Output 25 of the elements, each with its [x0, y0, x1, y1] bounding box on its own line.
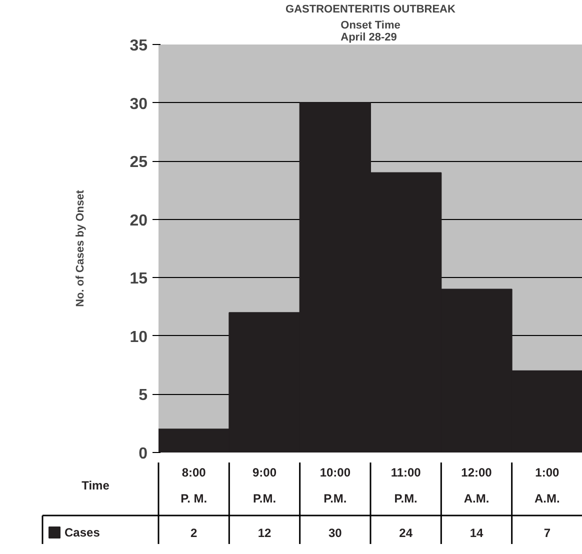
y-tick-label: 10	[130, 328, 148, 346]
y-tick-label: 20	[130, 212, 148, 230]
data-label: 7	[544, 526, 551, 540]
y-axis-title: No. of Cases by Onset	[74, 190, 87, 307]
data-label: 14	[470, 526, 484, 540]
category-label: 9:00 P.M.	[252, 466, 277, 506]
data-label: 30	[328, 526, 342, 540]
category-label: 10:00 P.M.	[320, 466, 351, 506]
chart-title: GASTROENTERITIS OUTBREAK	[286, 4, 456, 16]
y-tick-label: 30	[130, 96, 148, 113]
data-label: 24	[399, 526, 413, 540]
x-axis-title: Time	[82, 478, 110, 492]
data-label: 2	[190, 526, 198, 540]
y-tick-label: 15	[130, 270, 148, 288]
chart-subtitle: Onset Time April 28-29	[340, 20, 400, 44]
category-label: 1:00 A.M.	[534, 466, 560, 506]
y-tick-label: 0	[138, 446, 148, 462]
y-tick-label: 5	[138, 387, 148, 404]
category-label: 8:00 P. M.	[180, 466, 208, 506]
category-label: 12:00 A.M.	[461, 466, 492, 506]
data-label: 12	[258, 526, 272, 540]
legend-label: Cases	[64, 526, 100, 540]
y-tick-label: 35	[130, 38, 148, 54]
y-tick-label: 25	[130, 154, 148, 172]
category-label: 11:00 P.M.	[390, 466, 421, 506]
